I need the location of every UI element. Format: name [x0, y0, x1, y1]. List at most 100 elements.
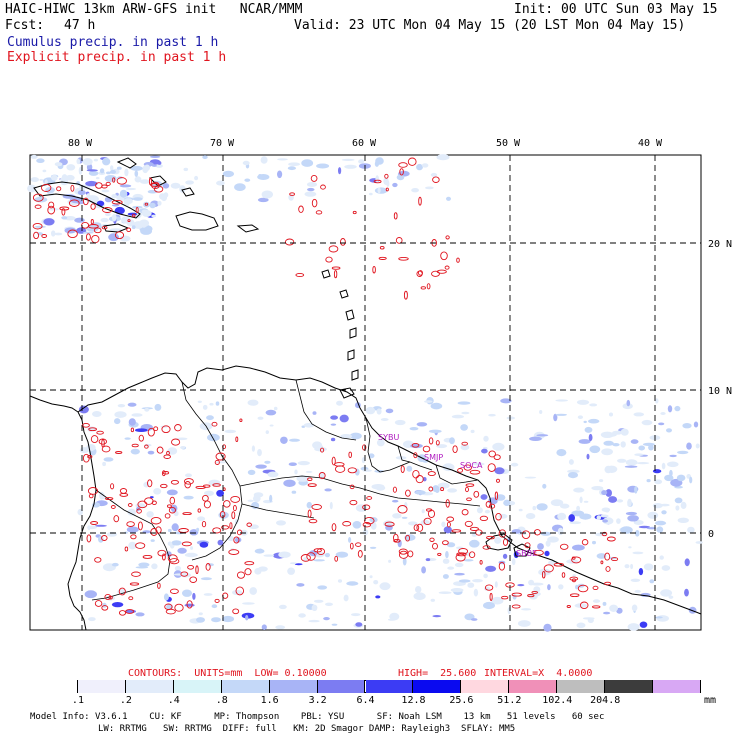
- cumulus-cell: [589, 403, 598, 407]
- lon-label: 70 W: [210, 138, 235, 149]
- cumulus-cell: [630, 439, 639, 444]
- model-info-line2: LW: RRTMG SW: RRTMG DIFF: full KM: 2D Sm…: [98, 724, 516, 734]
- cumulus-cell: [492, 442, 505, 451]
- cumulus-cell: [529, 436, 542, 441]
- explicit-contour: [171, 438, 181, 446]
- explicit-contour: [566, 605, 571, 608]
- explicit-contour: [311, 504, 322, 510]
- explicit-contour: [457, 468, 464, 473]
- cumulus-cell: [677, 450, 689, 455]
- station-markers: SYBU SMJP SOCA SBBE: [378, 433, 537, 558]
- explicit-contour: [446, 521, 451, 528]
- cumulus-cell: [135, 566, 149, 569]
- cumulus-cell: [217, 539, 224, 546]
- cumulus-cell: [216, 180, 225, 186]
- explicit-contour: [411, 442, 420, 448]
- cumulus-cell: [265, 430, 269, 434]
- lat-lon-grid: [30, 155, 701, 630]
- explicit-contour: [32, 193, 44, 202]
- cumulus-cell: [602, 519, 608, 523]
- cumulus-cell: [209, 402, 214, 406]
- cumulus-cell: [368, 192, 373, 196]
- cumulus-cell: [174, 565, 181, 572]
- explicit-contour: [195, 485, 206, 489]
- cumulus-cell: [287, 567, 295, 575]
- explicit-contour: [127, 503, 133, 507]
- cumulus-cell: [216, 489, 225, 497]
- explicit-contour: [150, 516, 162, 525]
- cumulus-cell: [348, 537, 352, 543]
- explicit-contour: [486, 535, 495, 540]
- explicit-contour: [104, 593, 112, 601]
- cumulus-cell: [39, 178, 44, 181]
- cumulus-cell: [288, 162, 301, 166]
- explicit-contour: [168, 506, 176, 514]
- cumulus-cell: [578, 439, 591, 444]
- cuba-coastline: [33, 181, 141, 219]
- cumulus-cell: [207, 433, 220, 442]
- explicit-contour: [451, 529, 462, 533]
- cumulus-cell: [176, 437, 188, 441]
- cumulus-cell: [617, 458, 627, 463]
- hispaniola-coastline: [175, 211, 219, 231]
- explicit-contour: [183, 478, 194, 485]
- explicit-contour: [129, 582, 140, 586]
- cumulus-cell: [141, 222, 147, 228]
- cumulus-cell: [199, 541, 209, 548]
- cumulus-cell: [215, 461, 228, 464]
- lon-label: 60 W: [352, 138, 377, 149]
- explicit-contour: [147, 427, 155, 437]
- cumulus-cell: [655, 616, 663, 619]
- cumulus-cell: [682, 423, 692, 429]
- colorbar-tick-label: .4: [167, 695, 180, 706]
- cumulus-cell: [130, 165, 143, 171]
- explicit-contour: [494, 491, 499, 501]
- cumulus-cell: [447, 488, 458, 493]
- explicit-contour: [372, 265, 376, 274]
- explicit-contour: [428, 486, 434, 492]
- explicit-contour: [426, 508, 433, 512]
- explicit-contour: [246, 522, 252, 527]
- explicit-contour: [233, 536, 240, 544]
- explicit-contour: [101, 226, 108, 230]
- cumulus-cell: [316, 163, 330, 169]
- cumulus-cell: [576, 622, 586, 629]
- lon-labels: 80 W 70 W 60 W 50 W 40 W: [68, 138, 663, 149]
- cumulus-cell: [402, 557, 407, 566]
- explicit-contour: [147, 479, 153, 488]
- cumulus-cell: [510, 462, 519, 467]
- explicit-contour: [118, 587, 126, 596]
- explicit-contour: [405, 534, 411, 542]
- cumulus-cell: [604, 465, 613, 474]
- cumulus-cell: [162, 183, 170, 189]
- cumulus-cell: [337, 579, 343, 583]
- explicit-contour: [101, 605, 109, 611]
- cumulus-cell: [311, 604, 318, 611]
- cumulus-cell: [106, 171, 111, 175]
- cumulus-cell: [424, 400, 433, 403]
- cumulus-cell: [254, 548, 265, 554]
- explicit-contour: [289, 192, 295, 196]
- explicit-contour: [223, 500, 231, 508]
- cumulus-cell: [530, 582, 544, 586]
- cumulus-cell: [44, 179, 48, 187]
- explicit-contour: [437, 552, 442, 556]
- puerto-rico-coastline: [236, 224, 260, 233]
- explicit-contour: [521, 530, 531, 540]
- explicit-contour: [342, 521, 352, 527]
- cumulus-cell: [291, 490, 297, 494]
- cumulus-cell: [689, 476, 693, 484]
- cumulus-cell: [605, 489, 612, 497]
- cumulus-cell: [667, 461, 679, 468]
- cumulus-cell: [380, 418, 389, 421]
- cumulus-cell: [408, 521, 418, 526]
- explicit-contour: [423, 517, 432, 526]
- explicit-contour: [306, 552, 316, 561]
- explicit-contour: [313, 548, 322, 553]
- explicit-contour: [118, 610, 127, 616]
- cumulus-cell: [124, 437, 131, 440]
- explicit-contour: [135, 542, 146, 549]
- cumulus-cell: [51, 174, 58, 181]
- explicit-contour: [466, 497, 472, 502]
- cumulus-cell: [634, 453, 644, 457]
